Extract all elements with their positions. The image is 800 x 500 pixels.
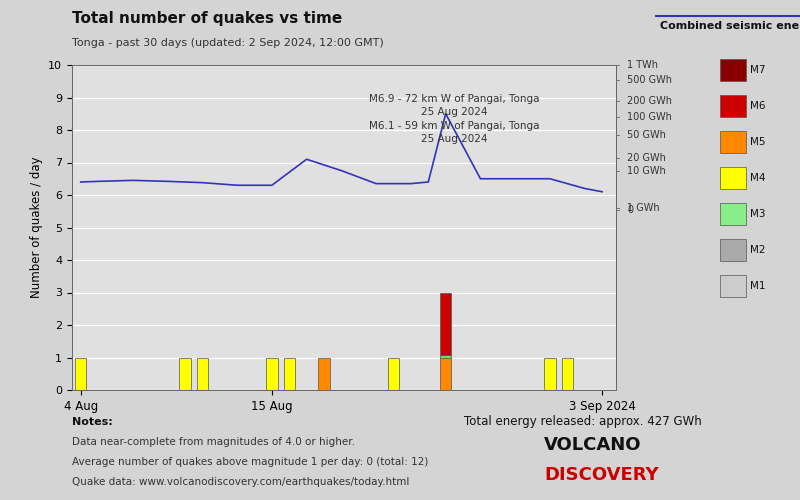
Y-axis label: Number of quakes / day: Number of quakes / day <box>30 156 42 298</box>
Text: 1 TWh: 1 TWh <box>627 60 658 70</box>
Bar <box>179 358 190 390</box>
Bar <box>75 358 86 390</box>
Bar <box>388 358 399 390</box>
Text: Average number of quakes above magnitude 1 per day: 0 (total: 12): Average number of quakes above magnitude… <box>72 457 428 467</box>
Text: Tonga - past 30 days (updated: 2 Sep 2024, 12:00 GMT): Tonga - past 30 days (updated: 2 Sep 202… <box>72 38 384 48</box>
Bar <box>440 292 451 355</box>
Bar <box>440 358 451 390</box>
Text: 50 GWh: 50 GWh <box>627 130 666 140</box>
Text: Combined seismic energy: Combined seismic energy <box>660 21 800 31</box>
Text: Quake data: www.volcanodiscovery.com/earthquakes/today.html: Quake data: www.volcanodiscovery.com/ear… <box>72 477 410 487</box>
Text: M3: M3 <box>750 209 766 219</box>
Text: Notes:: Notes: <box>72 417 113 427</box>
Text: M7: M7 <box>750 65 766 75</box>
Text: M1: M1 <box>750 281 766 291</box>
Text: 20 GWh: 20 GWh <box>627 152 666 162</box>
Text: VOLCANO: VOLCANO <box>544 436 642 454</box>
Text: 500 GWh: 500 GWh <box>627 74 672 85</box>
Bar <box>440 355 451 358</box>
Text: M4: M4 <box>750 173 766 183</box>
Text: 100 GWh: 100 GWh <box>627 112 672 122</box>
Text: Data near-complete from magnitudes of 4.0 or higher.: Data near-complete from magnitudes of 4.… <box>72 437 355 447</box>
Text: M6: M6 <box>750 101 766 111</box>
Text: M5: M5 <box>750 137 766 147</box>
Text: Total energy released: approx. 427 GWh: Total energy released: approx. 427 GWh <box>464 415 702 428</box>
Text: 0: 0 <box>627 204 633 214</box>
Bar <box>197 358 208 390</box>
Bar <box>266 358 278 390</box>
Text: M6.9 - 72 km W of Pangai, Tonga
25 Aug 2024
M6.1 - 59 km W of Pangai, Tonga
25 A: M6.9 - 72 km W of Pangai, Tonga 25 Aug 2… <box>369 94 540 144</box>
Bar <box>544 358 556 390</box>
Text: Total number of quakes vs time: Total number of quakes vs time <box>72 10 342 26</box>
Text: 200 GWh: 200 GWh <box>627 96 672 106</box>
Bar <box>318 358 330 390</box>
Text: 10 GWh: 10 GWh <box>627 166 666 175</box>
Text: DISCOVERY: DISCOVERY <box>544 466 658 484</box>
Text: M2: M2 <box>750 245 766 255</box>
Bar <box>284 358 295 390</box>
Bar <box>562 358 573 390</box>
Text: 1 GWh: 1 GWh <box>627 203 659 213</box>
